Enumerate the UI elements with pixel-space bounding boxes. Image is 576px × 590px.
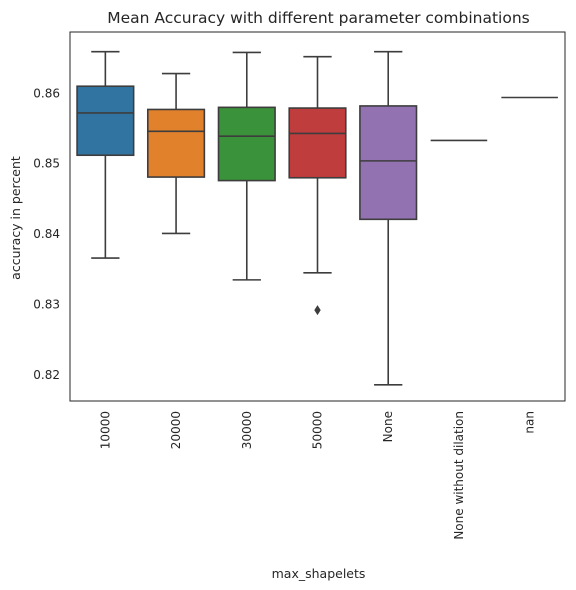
x-tick-label: 20000 <box>169 411 183 449</box>
y-tick-label: 0.84 <box>33 227 60 241</box>
chart-title: Mean Accuracy with different parameter c… <box>107 9 530 27</box>
y-axis-label: accuracy in percent <box>8 156 23 280</box>
x-axis-label: max_shapelets <box>272 566 366 581</box>
x-tick-label: None <box>381 411 395 442</box>
y-tick-label: 0.85 <box>33 157 60 171</box>
box-iqr <box>76 85 135 157</box>
y-tick-label: 0.86 <box>33 86 60 100</box>
y-axis-ticks: 0.82 0.83 0.84 0.85 0.86 <box>33 86 60 382</box>
box-group <box>359 50 418 386</box>
outlier-point <box>314 305 321 316</box>
box-group <box>288 55 347 316</box>
box-iqr <box>217 106 276 182</box>
x-axis-ticks: 10000 20000 30000 50000 None None without dil… <box>98 411 536 540</box>
box-group <box>146 72 206 235</box>
x-tick-label: 10000 <box>98 411 112 449</box>
x-tick-label: nan <box>523 411 537 434</box>
box-group <box>217 51 276 281</box>
x-tick-label: 50000 <box>311 411 325 449</box>
box-iqr <box>146 108 206 178</box>
box-iqr <box>359 105 418 221</box>
box-series <box>76 50 558 386</box>
y-tick-label: 0.83 <box>33 298 60 312</box>
box-group <box>76 50 135 259</box>
box-iqr <box>288 107 347 179</box>
plot-frame <box>69 31 566 402</box>
y-tick-label: 0.82 <box>33 368 60 382</box>
x-tick-label: None without dilation <box>452 411 466 540</box>
x-tick-label: 30000 <box>240 411 254 449</box>
